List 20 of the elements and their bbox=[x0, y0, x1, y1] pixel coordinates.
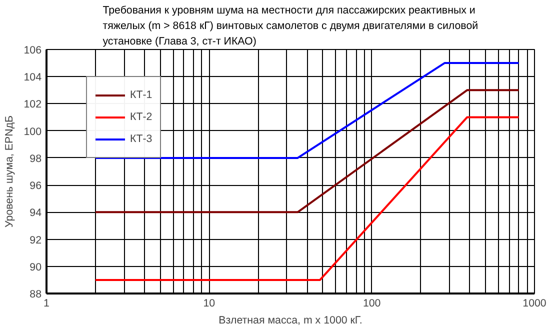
x-axis-title: Взлетная масса, m x 1000 кГ. bbox=[218, 314, 362, 326]
y-axis-title: Уровень шума, EPNдБ bbox=[4, 115, 16, 228]
x-tick-label: 1 bbox=[44, 298, 50, 310]
y-tick-label: 94 bbox=[30, 207, 42, 220]
x-tick-label: 1000 bbox=[522, 298, 546, 310]
y-tick-label: 90 bbox=[30, 261, 42, 274]
y-tick-label: 96 bbox=[30, 180, 42, 192]
y-tick-label: 100 bbox=[24, 126, 42, 138]
legend-label: КТ-2 bbox=[130, 110, 152, 124]
y-tick-label: 88 bbox=[30, 288, 42, 300]
x-tick-label: 100 bbox=[362, 298, 381, 310]
y-tick-label: 98 bbox=[30, 152, 42, 165]
legend-label: КТ-1 bbox=[130, 88, 152, 102]
legend-label: КТ-3 bbox=[130, 132, 152, 146]
y-tick-label: 106 bbox=[24, 44, 42, 56]
y-tick-label: 102 bbox=[24, 98, 42, 111]
y-tick-label: 92 bbox=[30, 234, 42, 246]
chart-title: Требования к уровням шума на местности для пассажирских реактивных и тяжелых (m > 8618 кГ) винтовых самолетов с двумя двигателями в силовой установке (Глава 3, ст-т ИКАО) bbox=[102, 4, 478, 48]
x-tick-label: 10 bbox=[203, 298, 216, 310]
y-tick-label: 104 bbox=[24, 72, 42, 84]
